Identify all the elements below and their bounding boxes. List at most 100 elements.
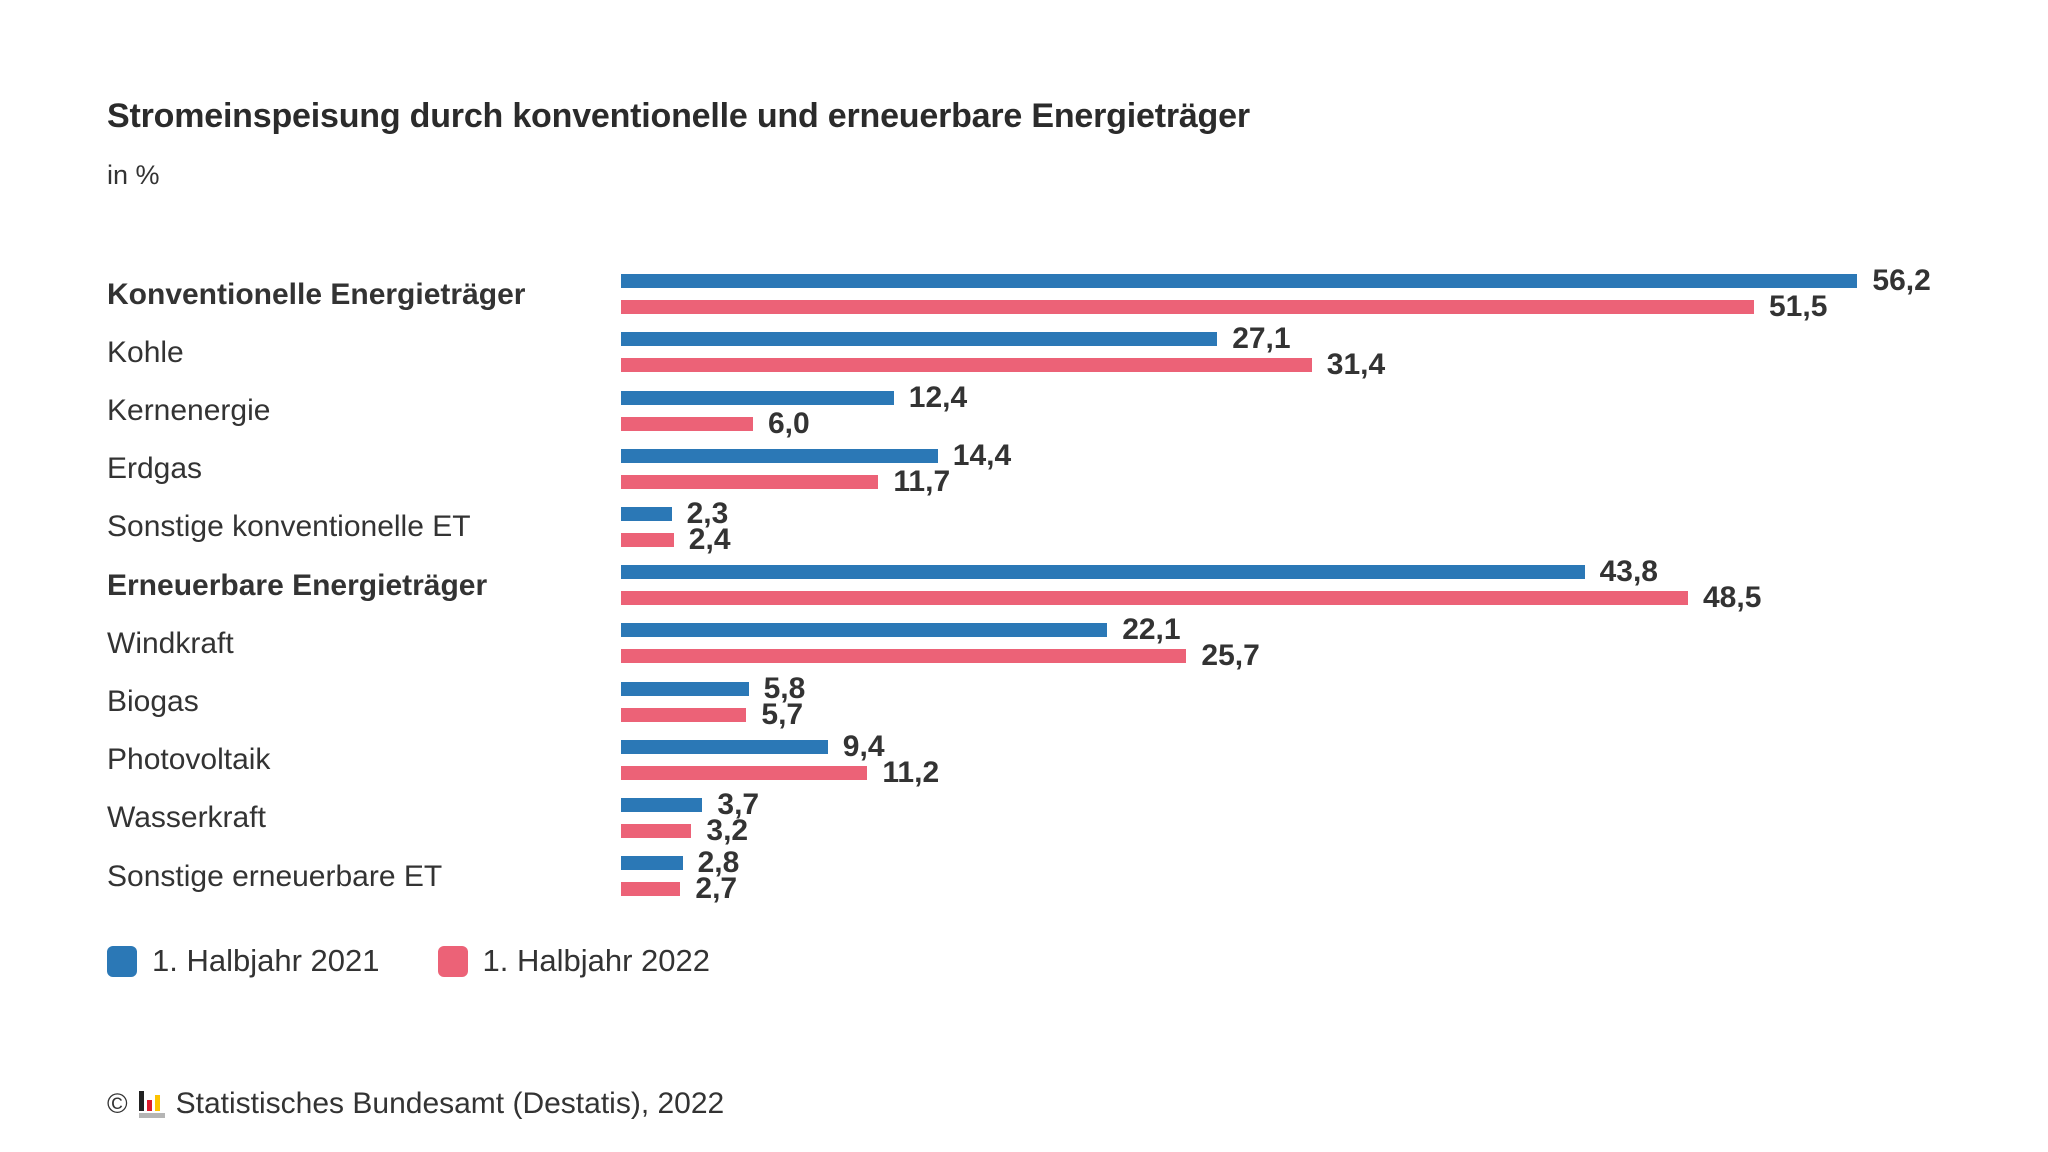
bar-value-label: 2,8 — [697, 846, 740, 880]
bar-value-label: 31,4 — [1326, 348, 1386, 382]
bar-line-2021: 2,8 — [621, 846, 1968, 880]
bar-2022[interactable] — [621, 358, 1312, 373]
chart-row: Wasserkraft 3,7 3,2 — [107, 789, 1968, 847]
category-label: Erneuerbare Energieträger — [107, 568, 488, 602]
bar-line-2022: 3,2 — [621, 813, 1968, 847]
bar-2022[interactable] — [621, 765, 868, 780]
bar-2022[interactable] — [621, 474, 879, 489]
bar-value-label: 25,7 — [1201, 639, 1260, 673]
bar-line-2022: 11,7 — [621, 464, 1968, 498]
bar-value-label: 2,4 — [688, 522, 731, 556]
bar-value-label: 51,5 — [1769, 290, 1828, 324]
bar-value-label: 43,8 — [1599, 555, 1658, 589]
bar-2021[interactable] — [621, 274, 1858, 289]
bar-2021[interactable] — [621, 623, 1108, 638]
bar-2022[interactable] — [621, 300, 1754, 315]
logo-baseline — [138, 1112, 165, 1118]
category-label: Photovoltaik — [107, 743, 271, 777]
category-label: Kohle — [107, 335, 184, 369]
category-label: Erdgas — [107, 452, 203, 486]
bar-line-2022: 6,0 — [621, 406, 1968, 440]
legend-item-2021[interactable]: 1. Halbjahr 2021 — [107, 943, 380, 979]
bar-line-2021: 43,8 — [621, 555, 1968, 589]
bar-group: 27,1 31,4 — [621, 322, 1968, 382]
bar-group: 56,2 51,5 — [621, 264, 1968, 324]
bar-2021[interactable] — [621, 448, 938, 463]
bar-line-2021: 27,1 — [621, 322, 1968, 356]
source-text: Statistisches Bundesamt (Destatis), 2022 — [175, 1087, 725, 1121]
bar-2022[interactable] — [621, 707, 747, 722]
bar-value-label: 12,4 — [908, 380, 968, 414]
copyright-symbol: © — [107, 1088, 128, 1120]
bar-group: 2,3 2,4 — [621, 496, 1968, 556]
bar-value-label: 11,7 — [893, 464, 951, 498]
bar-value-label: 22,1 — [1122, 613, 1181, 647]
bar-2021[interactable] — [621, 681, 749, 696]
logo-bars — [138, 1090, 160, 1111]
legend-item-2022[interactable]: 1. Halbjahr 2022 — [437, 943, 711, 979]
bar-group: 22,1 25,7 — [621, 613, 1968, 673]
bar-group: 3,7 3,2 — [621, 789, 1968, 847]
bar-line-2021: 5,8 — [621, 673, 1968, 703]
bar-value-label: 2,7 — [695, 872, 738, 906]
legend: 1. Halbjahr 2021 1. Halbjahr 2022 — [107, 943, 1968, 979]
source-line: © Statistisches Bundesamt (Destatis), 20… — [107, 1087, 1968, 1121]
bar-line-2021: 14,4 — [621, 438, 1968, 472]
bar-2021[interactable] — [621, 565, 1585, 580]
legend-swatch — [437, 945, 468, 977]
logo-bar-red — [146, 1099, 152, 1111]
chart-row: Erneuerbare Energieträger 43,8 48,5 — [107, 556, 1968, 614]
bar-line-2022: 51,5 — [621, 290, 1968, 324]
destatis-logo-icon — [138, 1090, 165, 1118]
bar-line-2021: 9,4 — [621, 729, 1968, 763]
bar-2021[interactable] — [621, 797, 703, 812]
bar-2022[interactable] — [621, 591, 1688, 606]
category-label: Konventionelle Energieträger — [107, 277, 526, 311]
chart-row: Sonstige konventionelle ET 2,3 2,4 — [107, 498, 1968, 556]
bar-value-label: 27,1 — [1232, 322, 1291, 356]
bar-2022[interactable] — [621, 532, 674, 547]
category-label: Biogas — [107, 685, 199, 719]
bar-2021[interactable] — [621, 332, 1218, 347]
bar-2021[interactable] — [621, 856, 683, 871]
bar-2021[interactable] — [621, 390, 894, 405]
logo-bar-yellow — [154, 1094, 160, 1111]
grouped-bar-chart: Konventionelle Energieträger 56,2 51,5 K… — [107, 265, 1968, 905]
legend-label: 1. Halbjahr 2022 — [482, 943, 711, 979]
bar-2021[interactable] — [621, 506, 672, 521]
bar-value-label: 9,4 — [842, 729, 885, 763]
bar-line-2022: 31,4 — [621, 348, 1968, 382]
category-label: Windkraft — [107, 626, 234, 660]
bar-group: 9,4 11,2 — [621, 729, 1968, 787]
bar-2022[interactable] — [621, 882, 681, 897]
bar-group: 12,4 6,0 — [621, 380, 1968, 440]
chart-row: Sonstige erneuerbare ET 2,8 2,7 — [107, 847, 1968, 905]
chart-row: Konventionelle Energieträger 56,2 51,5 — [107, 265, 1968, 323]
bar-line-2021: 3,7 — [621, 789, 1968, 819]
bar-2022[interactable] — [621, 823, 692, 838]
chart-row: Photovoltaik 9,4 11,2 — [107, 731, 1968, 789]
bar-2021[interactable] — [621, 739, 828, 754]
bar-value-label: 2,3 — [686, 496, 729, 530]
category-label: Sonstige konventionelle ET — [107, 510, 471, 544]
chart-row: Erdgas 14,4 11,7 — [107, 440, 1968, 498]
bar-line-2022: 25,7 — [621, 639, 1968, 673]
chart-row: Kernenergie 12,4 6,0 — [107, 382, 1968, 440]
bar-value-label: 6,0 — [768, 406, 810, 440]
bar-value-label: 14,4 — [952, 438, 1012, 472]
bar-line-2022: 48,5 — [621, 581, 1968, 615]
chart-row: Windkraft 22,1 25,7 — [107, 614, 1968, 672]
bar-group: 5,8 5,7 — [621, 673, 1968, 729]
bar-2022[interactable] — [621, 416, 753, 431]
bar-value-label: 3,2 — [706, 813, 749, 847]
bar-group: 14,4 11,7 — [621, 438, 1968, 498]
bar-line-2022: 2,7 — [621, 872, 1968, 906]
category-label: Wasserkraft — [107, 801, 266, 835]
bar-line-2021: 2,3 — [621, 496, 1968, 530]
bar-value-label: 56,2 — [1872, 264, 1931, 298]
bar-2022[interactable] — [621, 649, 1187, 664]
bar-value-label: 48,5 — [1703, 581, 1762, 615]
category-label: Kernenergie — [107, 394, 271, 428]
chart-row: Biogas 5,8 5,7 — [107, 672, 1968, 730]
